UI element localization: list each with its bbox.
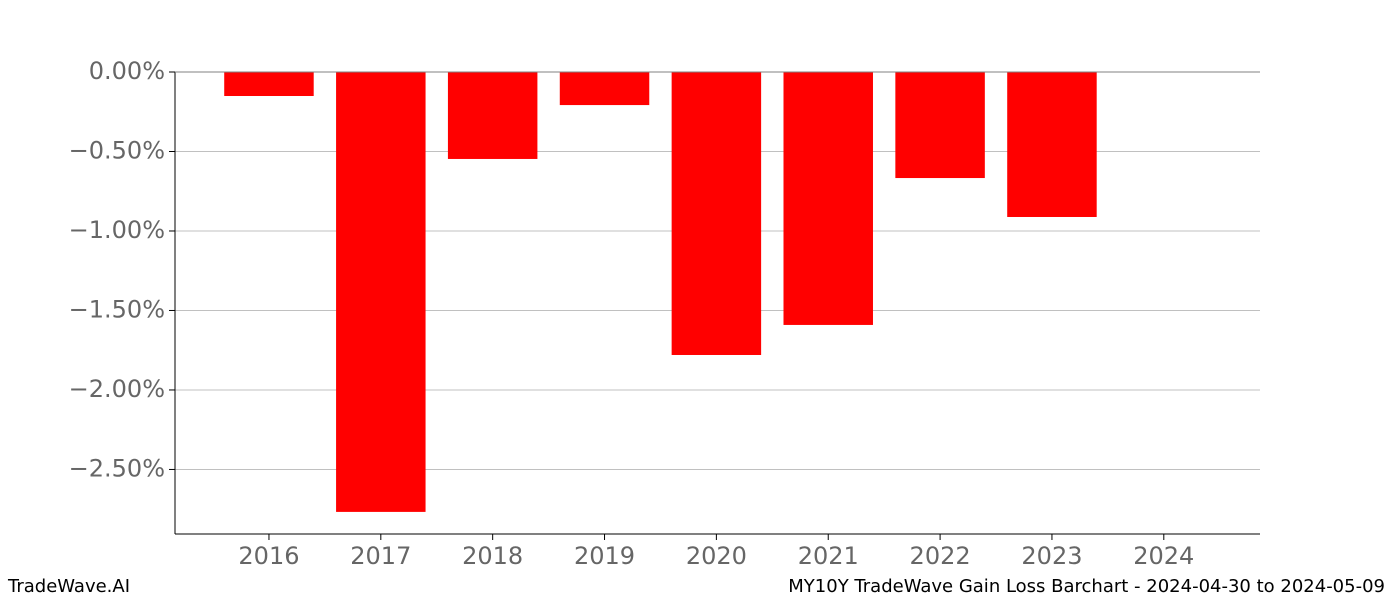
x-tick-label: 2023 xyxy=(1021,542,1082,570)
x-tick-label: 2022 xyxy=(910,542,971,570)
x-tick-label: 2018 xyxy=(462,542,523,570)
x-tick-label: 2019 xyxy=(574,542,635,570)
watermark: TradeWave.AI xyxy=(7,576,130,597)
y-tick-label: −1.50% xyxy=(69,295,165,323)
bar xyxy=(336,72,426,512)
x-tick-label: 2024 xyxy=(1133,542,1194,570)
bar xyxy=(671,72,762,355)
chart-title: MY10Y TradeWave Gain Loss Barchart - 202… xyxy=(788,576,1385,597)
bar xyxy=(1007,72,1097,217)
x-tick-label: 2016 xyxy=(238,542,299,570)
bar xyxy=(783,72,873,325)
bar xyxy=(224,72,314,97)
x-tick-label: 2017 xyxy=(350,542,411,570)
y-tick-label: 0.00% xyxy=(89,57,165,85)
y-tick-label: −1.00% xyxy=(69,216,165,244)
bar xyxy=(895,72,985,179)
bar xyxy=(559,72,650,106)
y-tick-label: −0.50% xyxy=(69,136,165,164)
y-tick-label: −2.00% xyxy=(69,375,165,403)
x-tick-label: 2021 xyxy=(798,542,859,570)
x-tick-label: 2020 xyxy=(686,542,747,570)
bar xyxy=(447,72,538,159)
y-tick-label: −2.50% xyxy=(69,454,165,482)
